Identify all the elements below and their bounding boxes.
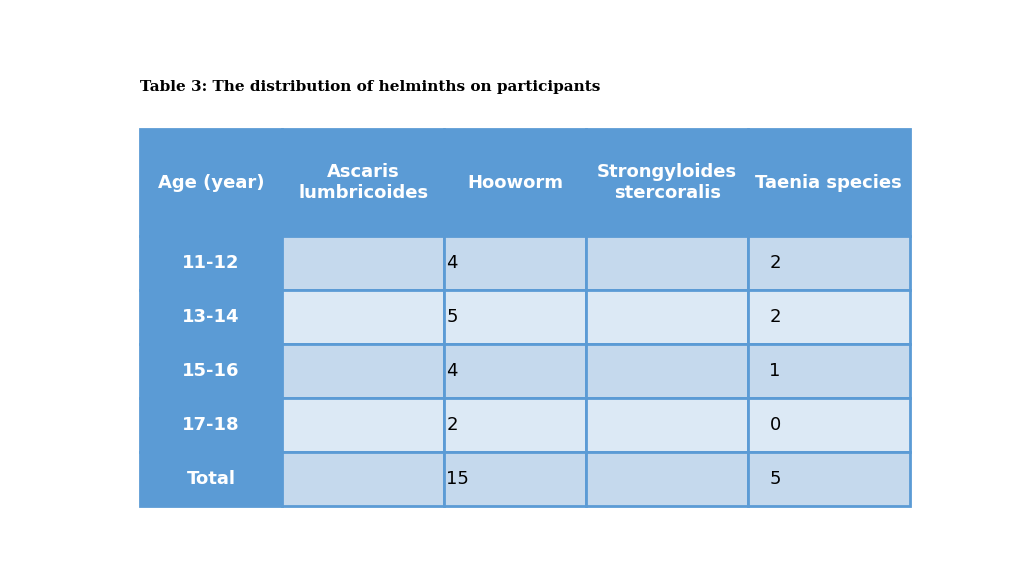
Text: Strongyloides
stercoralis: Strongyloides stercoralis xyxy=(597,164,737,202)
Text: Hooworm: Hooworm xyxy=(467,174,563,192)
Bar xyxy=(444,129,587,236)
Bar xyxy=(587,129,749,236)
Bar xyxy=(283,452,444,506)
Bar xyxy=(283,398,444,452)
Bar xyxy=(283,129,444,236)
Bar xyxy=(283,236,444,290)
Bar xyxy=(587,236,749,290)
Bar xyxy=(587,452,749,506)
Bar xyxy=(749,344,909,398)
Text: 1: 1 xyxy=(769,362,781,380)
Bar xyxy=(140,452,283,506)
Text: 0: 0 xyxy=(769,416,780,434)
Bar xyxy=(749,236,909,290)
Bar xyxy=(749,398,909,452)
Text: 11-12: 11-12 xyxy=(182,255,240,272)
Text: Total: Total xyxy=(186,470,236,488)
Text: 15-16: 15-16 xyxy=(182,362,240,380)
Text: 2: 2 xyxy=(769,255,781,272)
Bar xyxy=(444,452,587,506)
Text: Table 3: The distribution of helminths on participants: Table 3: The distribution of helminths o… xyxy=(140,80,600,94)
Bar xyxy=(749,452,909,506)
Bar xyxy=(444,344,587,398)
Text: 2: 2 xyxy=(446,416,458,434)
Text: Taenia species: Taenia species xyxy=(756,174,902,192)
Bar xyxy=(587,398,749,452)
Bar xyxy=(140,236,283,290)
Bar xyxy=(140,344,283,398)
Bar xyxy=(749,290,909,344)
Text: 15: 15 xyxy=(446,470,469,488)
Text: Age (year): Age (year) xyxy=(158,174,264,192)
Bar xyxy=(140,398,283,452)
Text: 2: 2 xyxy=(769,308,781,326)
Text: 13-14: 13-14 xyxy=(182,308,240,326)
Text: 5: 5 xyxy=(769,470,781,488)
Bar xyxy=(140,129,283,236)
Bar xyxy=(444,236,587,290)
Text: 17-18: 17-18 xyxy=(182,416,240,434)
Bar xyxy=(140,290,283,344)
Bar xyxy=(283,290,444,344)
Bar xyxy=(749,129,909,236)
Bar xyxy=(283,344,444,398)
Bar xyxy=(587,344,749,398)
Text: 5: 5 xyxy=(446,308,458,326)
Bar xyxy=(444,398,587,452)
Bar xyxy=(444,290,587,344)
Text: Ascaris
lumbricoides: Ascaris lumbricoides xyxy=(298,164,428,202)
Text: 4: 4 xyxy=(446,362,458,380)
Bar xyxy=(587,290,749,344)
Text: 4: 4 xyxy=(446,255,458,272)
